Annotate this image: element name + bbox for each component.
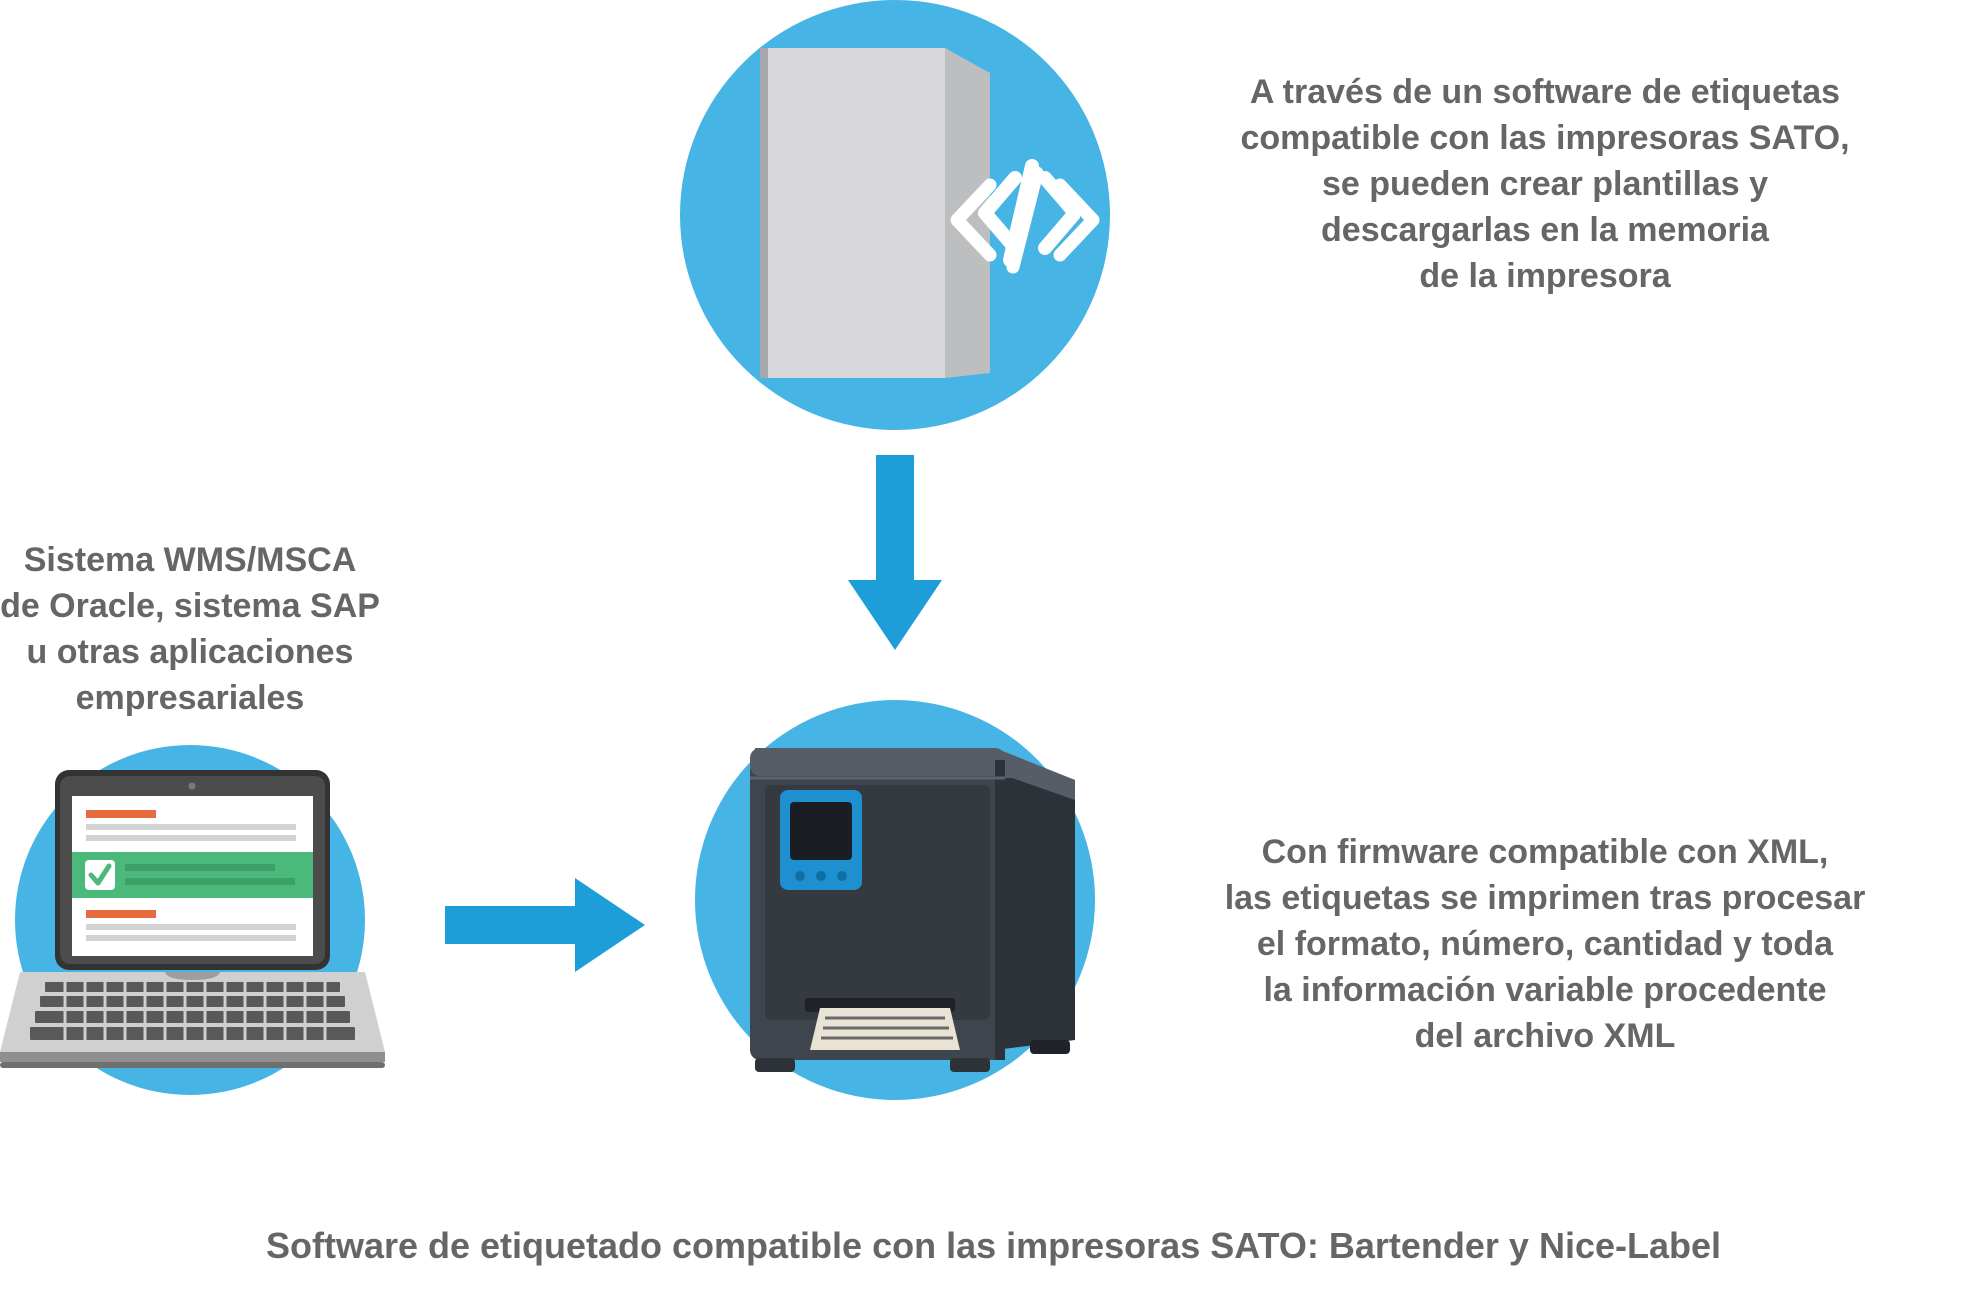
- printer-text-line: las etiquetas se imprimen tras procesar: [1155, 876, 1935, 922]
- laptop-text-line: empresariales: [0, 676, 390, 722]
- printer-text-line: el formato, número, cantidad y toda: [1155, 922, 1935, 968]
- laptop-text: Sistema WMS/MSCA de Oracle, sistema SAP …: [0, 538, 390, 722]
- software-text: A través de un software de etiquetas com…: [1155, 70, 1935, 299]
- code-brackets-icon: [945, 145, 1105, 295]
- software-text-line: se pueden crear plantillas y: [1155, 162, 1935, 208]
- software-text-line: de la impresora: [1155, 254, 1935, 300]
- footer-text: Software de etiquetado compatible con la…: [0, 1225, 1987, 1267]
- printer-text-line: del archivo XML: [1155, 1014, 1935, 1060]
- printer-text-line: la información variable procedente: [1155, 968, 1935, 1014]
- arrow-down-icon: [848, 455, 942, 655]
- software-text-line: compatible con las impresoras SATO,: [1155, 116, 1935, 162]
- laptop-icon: [0, 760, 385, 1120]
- software-text-line: descargarlas en la memoria: [1155, 208, 1935, 254]
- laptop-text-line: u otras aplicaciones: [0, 630, 390, 676]
- printer-icon: [695, 690, 1115, 1110]
- software-text-line: A través de un software de etiquetas: [1155, 70, 1935, 116]
- printer-text: Con firmware compatible con XML, las eti…: [1155, 830, 1935, 1059]
- laptop-text-line: de Oracle, sistema SAP: [0, 584, 390, 630]
- printer-text-line: Con firmware compatible con XML,: [1155, 830, 1935, 876]
- laptop-text-line: Sistema WMS/MSCA: [0, 538, 390, 584]
- arrow-right-icon: [445, 878, 650, 972]
